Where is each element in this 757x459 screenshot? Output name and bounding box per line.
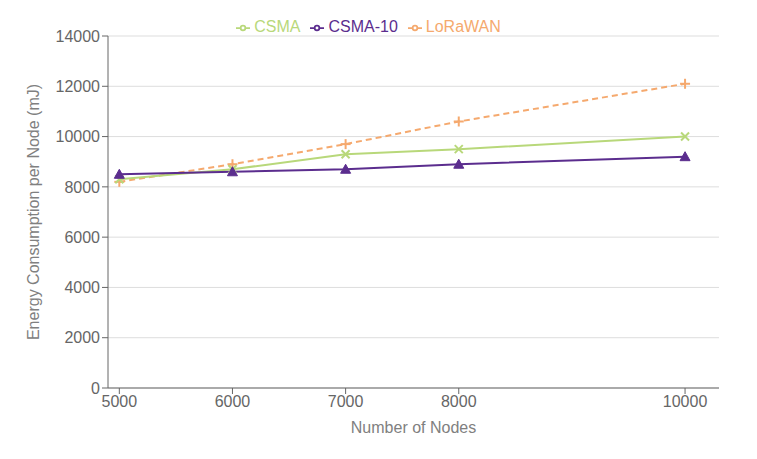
svg-text:4000: 4000 — [64, 279, 100, 296]
svg-text:5000: 5000 — [102, 393, 138, 410]
html-text:CSMA: CSMA — [254, 18, 301, 35]
svg-text:0: 0 — [91, 380, 100, 397]
svg-text:7000: 7000 — [328, 393, 364, 410]
html-text:LoRaWAN: LoRaWAN — [425, 18, 501, 35]
svg-text:14000: 14000 — [56, 28, 101, 45]
html-text:CSMA-10: CSMA-10 — [328, 18, 398, 35]
svg-text:10000: 10000 — [663, 393, 708, 410]
svg-text:8000: 8000 — [441, 393, 477, 410]
svg-text:10000: 10000 — [56, 128, 101, 145]
svg-text:8000: 8000 — [64, 179, 100, 196]
svg-text:Energy Consumption per Node (m: Energy Consumption per Node (mJ) — [25, 84, 42, 340]
svg-text:6000: 6000 — [215, 393, 251, 410]
svg-text:12000: 12000 — [56, 78, 101, 95]
svg-text:2000: 2000 — [64, 329, 100, 346]
svg-text:6000: 6000 — [64, 229, 100, 246]
svg-text:Number of Nodes: Number of Nodes — [351, 419, 476, 436]
